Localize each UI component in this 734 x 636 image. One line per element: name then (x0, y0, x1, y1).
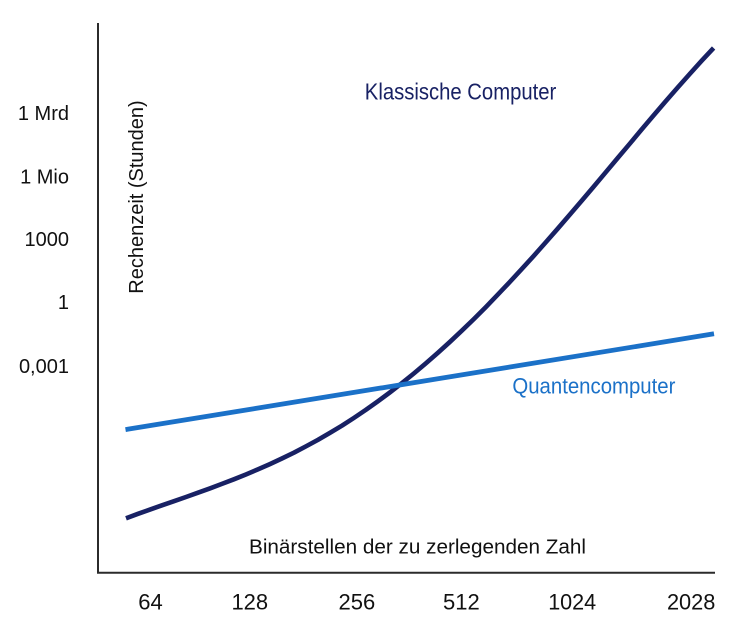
svg-text:64: 64 (138, 589, 162, 614)
svg-text:Rechenzeit (Stunden): Rechenzeit (Stunden) (126, 100, 148, 293)
svg-text:512: 512 (443, 589, 480, 614)
svg-text:0,001: 0,001 (19, 356, 69, 378)
svg-text:Binärstellen der zu zerlegende: Binärstellen der zu zerlegenden Zahl (249, 535, 586, 558)
svg-text:128: 128 (231, 589, 268, 614)
svg-text:1: 1 (58, 292, 69, 314)
svg-text:1 Mrd: 1 Mrd (18, 103, 69, 125)
svg-text:1024: 1024 (548, 589, 596, 614)
svg-text:Klassische Computer: Klassische Computer (365, 79, 557, 105)
svg-text:256: 256 (339, 589, 376, 614)
svg-text:2028: 2028 (667, 589, 716, 614)
svg-text:1000: 1000 (25, 229, 70, 251)
svg-text:Quantencomputer: Quantencomputer (512, 373, 675, 398)
svg-text:1 Mio: 1 Mio (20, 167, 69, 189)
